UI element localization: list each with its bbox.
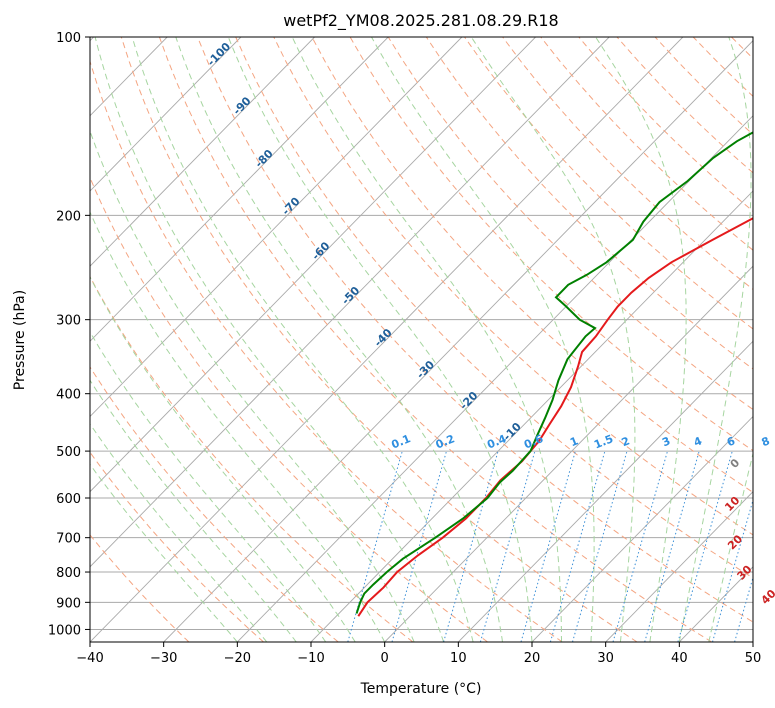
isotherm-line — [531, 415, 753, 642]
x-tick-label: 20 — [524, 651, 541, 666]
isotherm-line — [605, 491, 753, 642]
mixing-ratio-line — [443, 450, 499, 642]
x-tick-label: −40 — [76, 651, 103, 666]
moist-adiabat-line — [90, 463, 238, 642]
dry-adiabat-line — [90, 59, 563, 642]
moist-adiabat-label: 40 — [759, 587, 775, 607]
moist-adiabat-line — [90, 276, 356, 642]
moist-adiabat-line — [94, 37, 445, 642]
x-tick-label: 40 — [671, 651, 688, 666]
isotherm-line — [90, 37, 536, 493]
x-tick-label: 0 — [381, 651, 389, 666]
moist-adiabat-line — [470, 37, 636, 642]
mixing-ratio-line — [520, 450, 576, 642]
background-lines — [90, 37, 775, 642]
x-tick-label: −30 — [150, 651, 177, 666]
isotherm-line — [384, 265, 753, 642]
dry-adiabat-line — [311, 37, 753, 493]
mixing-ratio-line — [612, 450, 668, 642]
dry-adiabat-line — [235, 37, 753, 579]
isotherm-line — [90, 37, 610, 568]
dry-adiabat-line — [90, 275, 414, 642]
dry-adiabat-line — [120, 37, 638, 642]
moist-adiabat-line — [90, 423, 268, 642]
mixing-ratio-line — [677, 450, 733, 642]
mixing-ratio-label: 8 — [760, 434, 772, 449]
dry-adiabat-line — [425, 37, 753, 370]
moist-adiabat-line — [90, 330, 327, 642]
y-tick-label: 100 — [56, 31, 81, 46]
dry-adiabat-line — [197, 37, 753, 623]
y-tick-label: 400 — [56, 388, 81, 403]
dry-adiabat-line — [387, 37, 753, 411]
y-axis: 100 200 300 400 500 600 700 800 900 1000 — [48, 31, 90, 638]
isotherm-line — [163, 40, 753, 642]
plot-area — [90, 37, 753, 642]
y-tick-label: 1000 — [48, 623, 81, 638]
temperature-line — [357, 217, 753, 617]
dry-adiabat-line — [273, 37, 753, 536]
isotherm-line — [457, 340, 753, 642]
moist-adiabat-line — [595, 37, 687, 642]
moist-adiabat-line — [175, 37, 503, 642]
mixing-ratio-line — [734, 575, 753, 642]
x-axis-label: Temperature (°C) — [360, 681, 482, 697]
moist-adiabat-line — [291, 37, 562, 642]
y-tick-label: 700 — [56, 532, 81, 547]
isotherm-line — [236, 115, 753, 642]
mixing-ratio-label: 3 — [660, 434, 672, 449]
moist-adiabat-line — [371, 37, 595, 642]
mixing-ratio-line — [479, 450, 536, 642]
mixing-ratio-line — [712, 498, 753, 642]
y-tick-label: 500 — [56, 445, 81, 460]
isotherm-line — [90, 37, 389, 342]
plot-frame — [89, 36, 754, 643]
series-layer — [355, 131, 753, 617]
mixing-ratio-label: 2 — [620, 434, 632, 449]
moist-adiabat-line — [678, 37, 752, 642]
isotherm-line — [752, 641, 753, 642]
dry-adiabat-line — [770, 37, 775, 642]
isotherm-line — [90, 37, 463, 418]
isotherm-line — [90, 37, 684, 642]
moist-adiabat-line — [90, 210, 386, 642]
y-tick-label: 900 — [56, 596, 81, 611]
mixing-ratio-label: 1 — [568, 434, 580, 449]
mixing-ratio-line — [644, 450, 700, 642]
moist-adiabat-line — [90, 129, 415, 642]
x-tick-label: −10 — [297, 651, 324, 666]
isotherm-line — [90, 37, 315, 267]
dry-adiabat-line — [349, 37, 753, 452]
x-tick-label: 50 — [745, 651, 762, 666]
y-tick-label: 300 — [56, 314, 81, 329]
mixing-ratio-line — [549, 450, 606, 642]
dewpoint-line — [355, 131, 753, 614]
x-axis: −40 −30 −20 −10 0 10 20 30 40 50 — [76, 642, 761, 666]
y-axis-label: Pressure (hPa) — [12, 290, 28, 390]
x-tick-label: 10 — [450, 651, 467, 666]
x-tick-label: 30 — [597, 651, 614, 666]
moist-adiabat-line — [90, 379, 297, 642]
dry-adiabat-line — [90, 366, 339, 642]
mixing-ratio-line — [763, 451, 775, 642]
dry-adiabat-line — [90, 176, 488, 642]
y-tick-label: 800 — [56, 566, 81, 581]
moist-adiabat-line — [708, 451, 753, 642]
x-tick-label: −20 — [224, 651, 251, 666]
y-tick-label: 600 — [56, 492, 81, 507]
chart-title: wetPf2_YM08.2025.281.08.29.R18 — [283, 11, 558, 31]
isotherm-line — [310, 190, 753, 642]
moist-adiabat-line — [227, 37, 533, 642]
mixing-ratio-line — [572, 450, 628, 642]
moist-adiabat-line — [131, 37, 474, 642]
mixing-ratio-line — [391, 450, 447, 642]
y-tick-label: 200 — [56, 209, 81, 224]
isotherm-line — [90, 37, 242, 192]
dry-adiabat-line — [90, 451, 264, 642]
